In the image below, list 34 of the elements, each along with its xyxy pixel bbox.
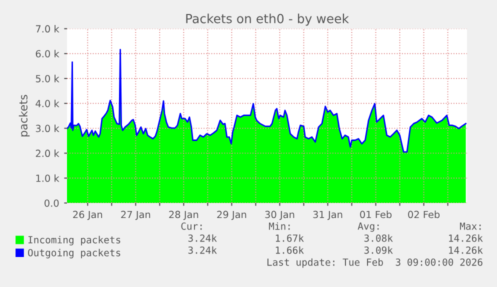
text: 3.24k	[188, 246, 217, 254]
chart-title: Packets on eth0 - by week	[186, 14, 349, 26]
y-tick-label: 4.0 k	[36, 100, 60, 108]
legend-label: Outgoing packets	[28, 248, 120, 258]
y-axis-title: packets	[18, 94, 30, 136]
x-tick-label: 28 Jan	[169, 210, 198, 220]
x-tick-label: 30 Jan	[265, 210, 294, 220]
text: 14.26k	[449, 234, 483, 242]
text: Avg:	[358, 222, 379, 232]
text: Min:	[268, 222, 290, 230]
x-tick-label: 26 Jan	[73, 210, 102, 220]
text: 1.67k	[276, 234, 304, 242]
text: Cur:	[181, 222, 202, 230]
y-tick-label: 6.0 k	[36, 50, 60, 58]
x-tick-label: 02 Feb	[408, 210, 440, 218]
x-tick-label: 31 Jan	[313, 210, 342, 220]
line-series	[67, 48, 466, 153]
y-tick-label: 7.0 k	[36, 25, 60, 33]
text: 14.26k	[449, 246, 483, 254]
text: 3.24k	[188, 234, 217, 242]
text: 3.09k	[364, 246, 393, 254]
text: 3.08k	[364, 234, 393, 242]
y-tick-label: 3.0 k	[36, 124, 60, 132]
x-tick-label: 01 Feb	[360, 210, 392, 218]
legend-label: Incoming packets	[28, 236, 120, 246]
text: Last update: Tue Feb 3 09:00:00 2026	[267, 258, 482, 268]
x-tick-label: 29 Jan	[217, 210, 246, 220]
y-tick-label: 2.0 k	[36, 150, 60, 158]
x-tick-label: 27 Jan	[121, 210, 150, 220]
y-tick-label: 1.0 k	[36, 174, 60, 182]
text: Max:	[460, 222, 481, 230]
y-tick-label: 5.0 k	[36, 74, 60, 82]
text: 1.66k	[276, 246, 304, 254]
y-tick-label: 0.0	[44, 199, 59, 207]
